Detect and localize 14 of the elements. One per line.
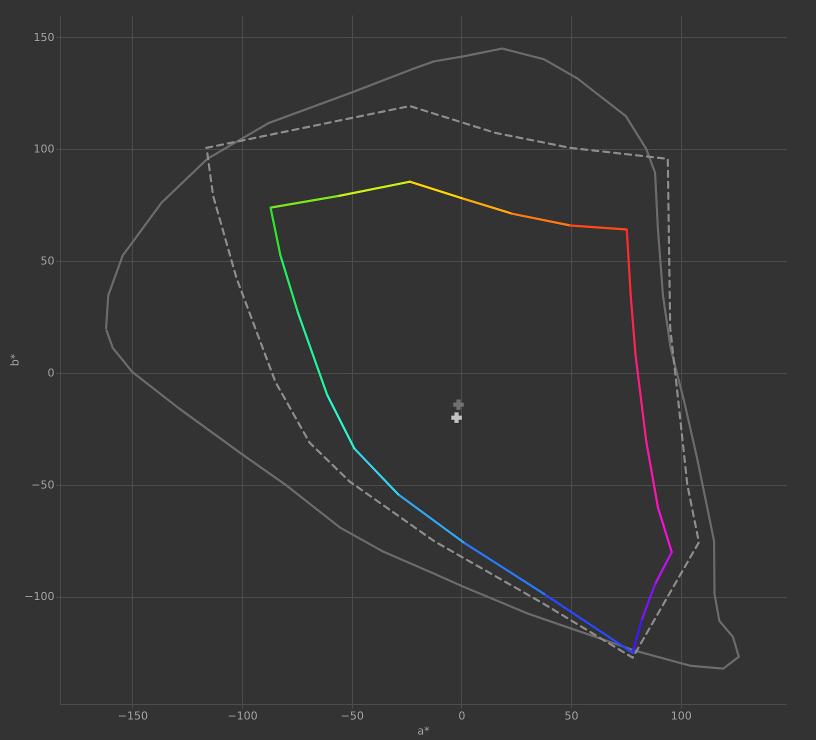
x-tick-label: −50 (340, 710, 364, 722)
x-tick-label: −150 (118, 710, 148, 722)
x-tick-label: 0 (458, 710, 466, 722)
x-tick-label: 100 (670, 710, 692, 722)
y-tick-label: 150 (34, 30, 54, 44)
y-axis-title: b* (8, 353, 22, 366)
x-tick-label: −100 (227, 710, 258, 722)
y-tick-label: −100 (24, 590, 54, 604)
x-tick-label: 50 (564, 710, 579, 722)
y-tick-label: −50 (31, 478, 54, 492)
x-axis-title: a* (417, 724, 430, 738)
y-tick-label: 50 (40, 254, 54, 268)
y-tick-label: 0 (48, 366, 54, 380)
y-tick-label: 100 (34, 142, 54, 156)
